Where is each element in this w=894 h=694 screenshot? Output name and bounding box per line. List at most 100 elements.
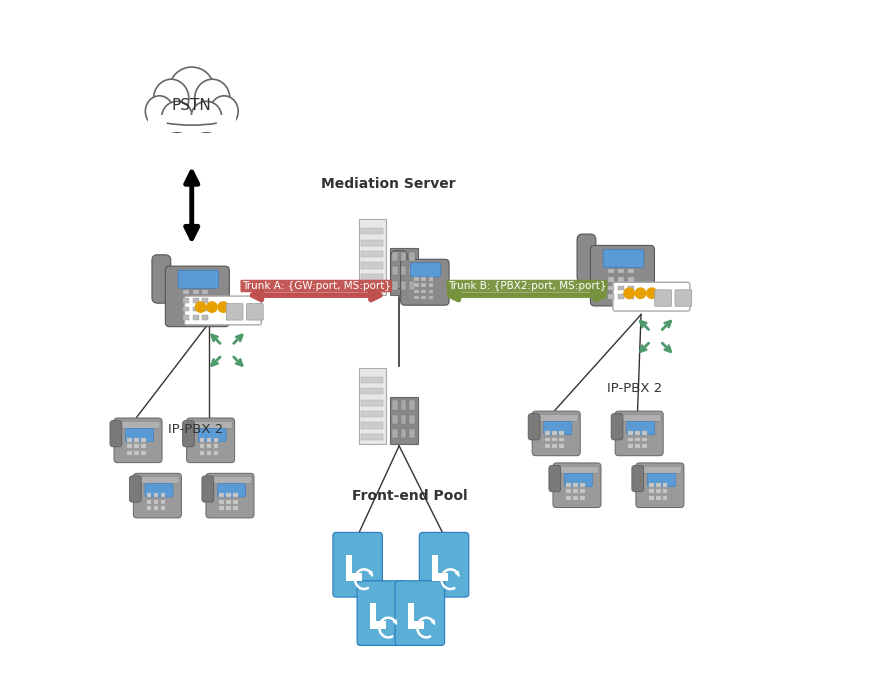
- Circle shape: [195, 302, 206, 312]
- Bar: [662, 483, 667, 486]
- Bar: [389, 248, 417, 295]
- Bar: [628, 431, 632, 435]
- Bar: [232, 493, 237, 497]
- Bar: [192, 307, 198, 311]
- Bar: [655, 496, 660, 500]
- Bar: [207, 451, 211, 455]
- Text: Trunk B: {PBX2:port, MS:port}: Trunk B: {PBX2:port, MS:port}: [447, 281, 605, 291]
- Bar: [409, 280, 414, 290]
- FancyBboxPatch shape: [640, 466, 681, 473]
- Bar: [607, 294, 613, 299]
- Bar: [226, 500, 231, 504]
- FancyBboxPatch shape: [577, 234, 595, 282]
- Text: IP-PBX 2: IP-PBX 2: [167, 423, 223, 437]
- Bar: [226, 506, 231, 510]
- Ellipse shape: [191, 101, 222, 133]
- Bar: [199, 451, 204, 455]
- Bar: [409, 430, 414, 439]
- Bar: [648, 483, 653, 486]
- FancyBboxPatch shape: [114, 418, 162, 463]
- FancyBboxPatch shape: [631, 466, 643, 492]
- FancyBboxPatch shape: [198, 428, 226, 441]
- FancyBboxPatch shape: [145, 484, 173, 497]
- Bar: [219, 493, 224, 497]
- Bar: [392, 415, 398, 424]
- Bar: [579, 496, 584, 500]
- FancyBboxPatch shape: [654, 290, 670, 306]
- Bar: [389, 397, 417, 443]
- Bar: [544, 444, 549, 448]
- Bar: [635, 431, 639, 435]
- Bar: [428, 278, 433, 280]
- Bar: [414, 289, 418, 293]
- FancyBboxPatch shape: [532, 411, 579, 456]
- Bar: [566, 483, 570, 486]
- FancyBboxPatch shape: [564, 473, 592, 486]
- Bar: [360, 377, 383, 383]
- Bar: [559, 437, 563, 441]
- Bar: [401, 400, 406, 409]
- Bar: [392, 280, 398, 290]
- Bar: [360, 262, 383, 269]
- FancyBboxPatch shape: [125, 428, 154, 441]
- Bar: [207, 438, 211, 442]
- Bar: [202, 289, 208, 294]
- FancyBboxPatch shape: [401, 260, 449, 305]
- FancyBboxPatch shape: [646, 473, 675, 486]
- FancyBboxPatch shape: [133, 473, 181, 518]
- Bar: [635, 437, 639, 441]
- Bar: [346, 573, 361, 581]
- Bar: [408, 622, 424, 629]
- Bar: [421, 289, 426, 293]
- Circle shape: [623, 288, 634, 298]
- Bar: [147, 493, 151, 497]
- Bar: [360, 434, 383, 440]
- Bar: [360, 228, 383, 235]
- Bar: [566, 489, 570, 493]
- FancyBboxPatch shape: [552, 463, 600, 507]
- Bar: [154, 500, 158, 504]
- Bar: [421, 283, 426, 287]
- FancyBboxPatch shape: [536, 414, 578, 421]
- FancyBboxPatch shape: [139, 477, 179, 484]
- Bar: [579, 483, 584, 486]
- Bar: [202, 315, 208, 319]
- FancyBboxPatch shape: [186, 418, 234, 463]
- Bar: [401, 252, 406, 261]
- Bar: [655, 483, 660, 486]
- Ellipse shape: [154, 79, 189, 118]
- Bar: [199, 438, 204, 442]
- FancyBboxPatch shape: [110, 421, 122, 447]
- Bar: [414, 283, 418, 287]
- Bar: [617, 269, 623, 273]
- Bar: [214, 438, 218, 442]
- Bar: [627, 278, 633, 282]
- Ellipse shape: [195, 79, 230, 118]
- Bar: [358, 368, 385, 443]
- Bar: [552, 437, 556, 441]
- Bar: [192, 298, 198, 303]
- Bar: [642, 437, 646, 441]
- Bar: [617, 278, 623, 282]
- FancyBboxPatch shape: [119, 421, 160, 428]
- FancyBboxPatch shape: [357, 581, 406, 645]
- FancyBboxPatch shape: [544, 421, 571, 434]
- FancyBboxPatch shape: [191, 421, 232, 428]
- Bar: [127, 438, 131, 442]
- Bar: [360, 388, 383, 394]
- Bar: [428, 296, 433, 299]
- Bar: [182, 315, 189, 319]
- FancyBboxPatch shape: [635, 463, 683, 507]
- Bar: [192, 289, 198, 294]
- Text: Trunk A: {GW:port, MS:port}: Trunk A: {GW:port, MS:port}: [241, 281, 391, 291]
- Ellipse shape: [210, 96, 238, 127]
- Bar: [408, 603, 414, 629]
- FancyBboxPatch shape: [674, 290, 691, 306]
- Bar: [432, 573, 448, 581]
- Bar: [141, 438, 146, 442]
- Bar: [421, 296, 426, 299]
- FancyBboxPatch shape: [394, 581, 444, 645]
- Bar: [627, 286, 633, 290]
- Ellipse shape: [169, 67, 214, 111]
- Bar: [552, 444, 556, 448]
